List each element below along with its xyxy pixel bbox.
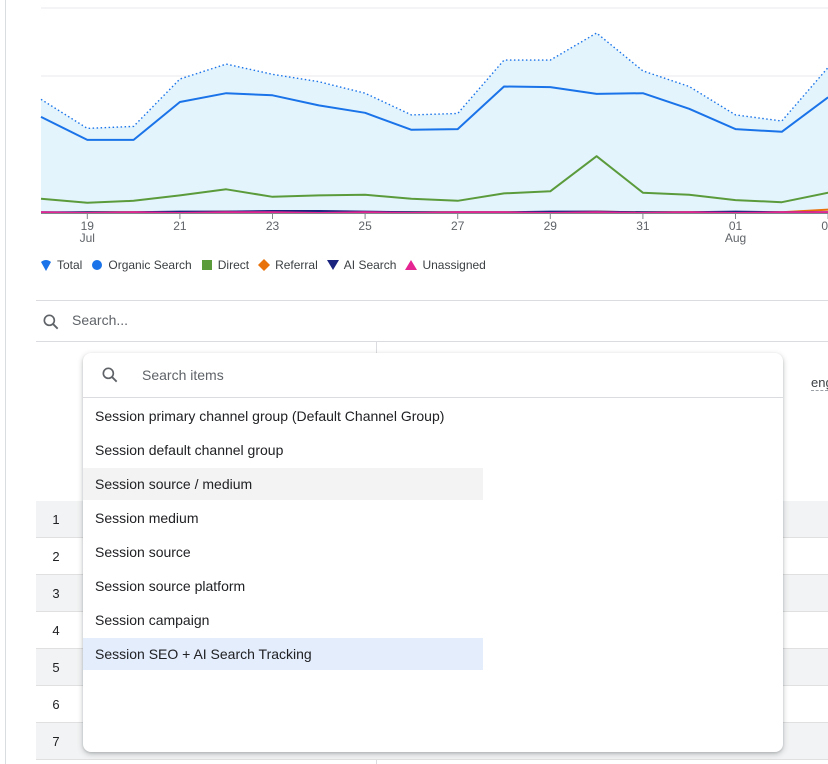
table-search-input[interactable] <box>72 310 472 330</box>
x-tick-label: 31 <box>636 219 650 233</box>
x-tick-month-label: Jul <box>80 231 95 245</box>
legend-item-referral[interactable]: Referral <box>258 258 318 272</box>
row-number: 3 <box>52 586 60 601</box>
metric-column-header[interactable]: eng <box>811 375 828 391</box>
table-search-bar <box>36 300 828 342</box>
series-area-total <box>41 33 828 213</box>
x-tick: 21 <box>173 214 187 233</box>
table-row[interactable]: 6 <box>36 686 828 723</box>
x-tick-label: 23 <box>266 219 280 233</box>
legend-item-direct[interactable]: Direct <box>201 258 249 272</box>
legend-label: Direct <box>217 258 250 272</box>
series-line-direct <box>40 155 828 204</box>
circle-icon <box>92 260 103 270</box>
chart-legend: Total Organic Search Direct Referral AI Sear… <box>40 257 495 273</box>
series-line-unassigned <box>40 211 828 214</box>
dimension-option[interactable]: Session source platform <box>95 578 246 594</box>
dimension-search-bar <box>83 353 783 398</box>
x-tick: 29 <box>544 214 558 233</box>
triangle-down-icon <box>326 260 339 270</box>
row-number: 4 <box>52 623 60 638</box>
diamond-icon <box>258 259 271 271</box>
row-number: 2 <box>52 549 60 564</box>
x-tick-label: 29 <box>544 219 558 233</box>
x-tick: 27 <box>451 214 465 233</box>
legend-label: Referral <box>275 258 318 272</box>
legend-label: AI Search <box>343 258 397 272</box>
legend-item-organic-search[interactable]: Organic Search <box>91 258 192 272</box>
x-tick-label: 03 <box>821 219 828 233</box>
series-line-total <box>40 32 828 130</box>
dimension-option[interactable]: Session primary channel group (Default C… <box>95 408 445 424</box>
x-tick: 31 <box>636 214 650 233</box>
x-tick-month-label: Aug <box>725 231 746 245</box>
x-tick-label: 19 <box>81 219 95 233</box>
dimension-picker-dropdown: Session primary channel group (Default C… <box>83 353 783 752</box>
x-tick-label: 01 <box>729 219 743 233</box>
row-number: 7 <box>52 734 60 749</box>
dimension-option[interactable]: Session default channel group <box>95 442 284 458</box>
page-left-border <box>5 0 6 764</box>
square-icon <box>201 260 212 270</box>
x-tick: 23 <box>266 214 280 233</box>
dimension-search-input[interactable] <box>142 365 642 385</box>
row-divider <box>36 759 828 760</box>
x-tick-label: 21 <box>173 219 187 233</box>
table-row[interactable]: 2 <box>36 538 828 575</box>
table-row[interactable]: 4 <box>36 612 828 649</box>
dimension-option[interactable]: Session source / medium <box>83 468 483 500</box>
row-number: 1 <box>52 512 60 527</box>
legend-item-total[interactable]: Total <box>40 258 82 272</box>
dimension-option[interactable]: Session SEO + AI Search Tracking <box>83 638 483 670</box>
x-tick-label: 27 <box>451 219 465 233</box>
search-icon <box>43 314 59 330</box>
legend-label: Unassigned <box>422 258 486 272</box>
x-tick: 03 <box>821 214 828 233</box>
row-number: 6 <box>52 697 60 712</box>
legend-item-unassigned[interactable]: Unassigned <box>405 258 486 272</box>
x-tick: 25 <box>358 214 372 233</box>
legend-item-ai-search[interactable]: AI Search <box>326 258 397 272</box>
x-tick-label: 25 <box>358 219 372 233</box>
triangle-up-icon <box>405 260 418 270</box>
legend-label: Organic Search <box>108 258 192 272</box>
dimension-option[interactable]: Session medium <box>95 510 199 526</box>
area-drop-icon <box>41 260 51 271</box>
dimension-option[interactable]: Session campaign <box>95 612 210 628</box>
series-line-organic-search <box>40 85 828 141</box>
dimension-option[interactable]: Session source <box>95 544 191 560</box>
search-icon <box>102 367 118 383</box>
legend-label: Total <box>57 258 83 272</box>
row-number: 5 <box>52 660 60 675</box>
